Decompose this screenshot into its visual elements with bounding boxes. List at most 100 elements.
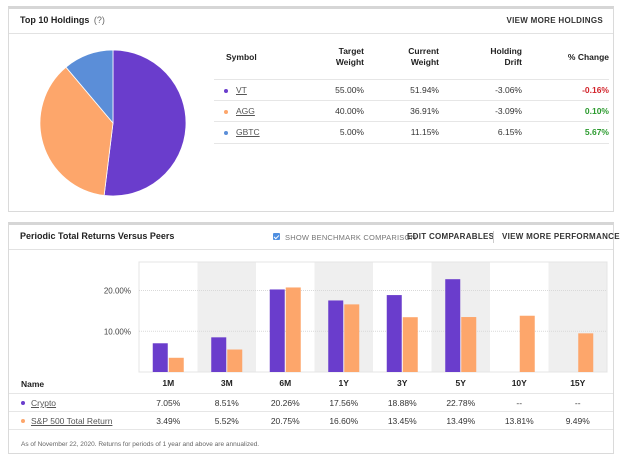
period-header-3y[interactable]: 3Y <box>397 378 408 388</box>
col-holding-drift-line1: Holding <box>490 46 522 56</box>
return-value: 13.49% <box>446 416 476 426</box>
holding-row: VT 55.00% 51.94% -3.06% -0.16% <box>214 79 609 101</box>
return-value: 20.26% <box>270 398 300 408</box>
return-value: -- <box>574 398 581 408</box>
col-target-weight[interactable]: Target Weight <box>314 46 364 68</box>
col-current-weight-line1: Current <box>408 46 439 56</box>
returns-title: Periodic Total Returns Versus Peers <box>20 231 175 241</box>
holding-symbol-link[interactable]: VT <box>236 85 247 95</box>
help-icon[interactable]: (?) <box>93 15 105 25</box>
column-band <box>373 262 432 372</box>
column-band <box>431 262 490 372</box>
bar-sp500-10y[interactable] <box>519 315 535 372</box>
period-header-6m[interactable]: 6M <box>279 378 292 388</box>
series-dot-icon <box>224 131 228 135</box>
series-name-link[interactable]: S&P 500 Total Return <box>31 416 113 426</box>
col-holding-drift[interactable]: Holding Drift <box>472 46 522 68</box>
column-band <box>314 262 373 372</box>
bar-crypto-1y[interactable] <box>328 300 344 372</box>
period-header-3m[interactable]: 3M <box>220 378 233 388</box>
col-pct-change[interactable]: % Change <box>567 52 609 62</box>
y-tick-label: 10.00% <box>104 327 131 336</box>
col-current-weight[interactable]: Current Weight <box>389 46 439 68</box>
holding-target: 40.00% <box>335 106 364 116</box>
edit-comparables-link[interactable]: EDIT COMPARABLES <box>407 232 495 241</box>
periodic-returns-panel: Periodic Total Returns Versus Peers SHOW… <box>8 222 620 454</box>
series-dot-icon <box>21 401 25 405</box>
pie-slice-gbtc[interactable] <box>65 49 114 125</box>
pie-slice-vt[interactable] <box>103 49 187 197</box>
footnote: As of November 22, 2020. Returns for per… <box>21 441 260 448</box>
col-target-weight-line1: Target <box>338 46 364 56</box>
top-holdings-panel: Top 10 Holdings (?) VIEW MORE HOLDINGS S… <box>8 6 614 212</box>
col-target-weight-line2: Weight <box>335 57 364 67</box>
bar-sp500-3y[interactable] <box>402 317 418 372</box>
holdings-title: Top 10 Holdings (?) <box>20 15 105 25</box>
return-value: -- <box>516 398 523 408</box>
show-benchmark-label[interactable]: SHOW BENCHMARK COMPARISON <box>285 233 417 242</box>
column-band <box>490 262 549 372</box>
holding-current: 51.94% <box>410 85 439 95</box>
return-value: 20.75% <box>270 416 300 426</box>
return-value: 17.56% <box>329 398 359 408</box>
return-value: 7.05% <box>156 398 181 408</box>
holdings-header: Top 10 Holdings (?) VIEW MORE HOLDINGS <box>9 9 613 34</box>
bar-sp500-1y[interactable] <box>344 304 360 372</box>
column-band <box>548 262 607 372</box>
series-dot-icon <box>224 110 228 114</box>
pie-slice-agg[interactable] <box>39 66 114 196</box>
period-header-10y[interactable]: 10Y <box>511 378 527 388</box>
bar-crypto-1m[interactable] <box>152 343 168 372</box>
view-more-holdings-link[interactable]: VIEW MORE HOLDINGS <box>506 16 603 25</box>
bar-sp500-3m[interactable] <box>227 349 243 372</box>
bar-sp500-6m[interactable] <box>285 287 301 372</box>
bar-crypto-3m[interactable] <box>211 337 227 372</box>
return-value: 22.78% <box>446 398 476 408</box>
column-band <box>197 262 256 372</box>
bar-sp500-1m[interactable] <box>168 357 184 372</box>
col-current-weight-line2: Weight <box>410 57 439 67</box>
holding-symbol-link[interactable]: AGG <box>236 106 255 116</box>
period-header-15y[interactable]: 15Y <box>570 378 586 388</box>
return-value: 8.51% <box>214 398 239 408</box>
period-header-1y[interactable]: 1Y <box>338 378 349 388</box>
return-value: 3.49% <box>156 416 181 426</box>
holdings-pie-chart <box>39 49 187 197</box>
holding-current: 36.91% <box>410 106 439 116</box>
series-dot-icon <box>21 419 25 423</box>
return-value: 9.49% <box>565 416 590 426</box>
holding-target: 5.00% <box>339 127 364 137</box>
plot-border <box>138 261 608 373</box>
holding-row: AGG 40.00% 36.91% -3.09% 0.10% <box>214 100 609 122</box>
holding-drift: 6.15% <box>497 127 522 137</box>
bar-crypto-5y[interactable] <box>445 279 461 372</box>
holding-symbol-link[interactable]: GBTC <box>236 127 260 137</box>
returns-bar-chart: 10.00% 20.00% <box>104 261 608 373</box>
return-value: 13.81% <box>504 416 534 426</box>
period-header-5y[interactable]: 5Y <box>455 378 466 388</box>
bar-sp500-15y[interactable] <box>578 333 594 372</box>
bar-sp500-5y[interactable] <box>461 317 477 372</box>
bar-crypto-6m[interactable] <box>269 289 285 372</box>
return-value: 13.45% <box>387 416 417 426</box>
period-header-1m[interactable]: 1M <box>162 378 175 388</box>
returns-row-sp500: S&P 500 Total Return 3.49% 5.52% 20.75% 16.… <box>9 411 613 430</box>
bar-crypto-3y[interactable] <box>386 295 402 372</box>
holding-change: 5.67% <box>584 127 609 137</box>
view-more-performance-link[interactable]: VIEW MORE PERFORMANCE <box>502 232 620 241</box>
returns-row-crypto: Crypto 7.05% 8.51% 20.26% 17.56% 18.88% 22.78… <box>9 393 613 411</box>
holding-drift: -3.09% <box>495 106 522 116</box>
y-tick-label: 20.00% <box>104 287 131 296</box>
col-symbol[interactable]: Symbol <box>226 52 257 62</box>
returns-header-row: Name 1M 3M 6M 1Y 3Y 5Y 10Y 15Y <box>9 375 613 392</box>
series-name-link[interactable]: Crypto <box>31 398 57 408</box>
series-dot-icon <box>224 89 228 93</box>
return-value: 16.60% <box>329 416 359 426</box>
benchmark-checkbox[interactable] <box>273 233 280 240</box>
col-holding-drift-line2: Drift <box>504 57 522 67</box>
return-value: 18.88% <box>387 398 417 408</box>
holding-row: GBTC 5.00% 11.15% 6.15% 5.67% <box>214 121 609 144</box>
holding-target: 55.00% <box>335 85 364 95</box>
holding-change: 0.10% <box>584 106 609 116</box>
column-band <box>256 262 315 372</box>
